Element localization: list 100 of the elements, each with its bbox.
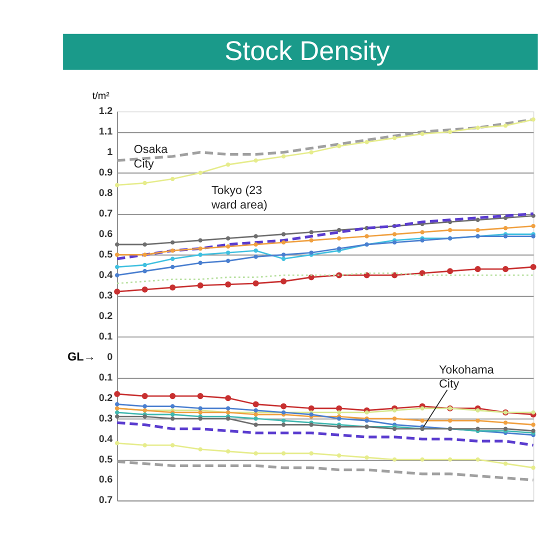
point bbox=[476, 418, 480, 423]
point bbox=[142, 242, 147, 247]
point bbox=[392, 136, 397, 140]
point bbox=[476, 228, 480, 232]
point bbox=[114, 410, 120, 415]
point bbox=[170, 404, 175, 408]
point bbox=[114, 264, 120, 270]
point bbox=[225, 395, 232, 402]
point bbox=[114, 252, 120, 257]
point bbox=[254, 408, 258, 412]
y-tick-label: 1 bbox=[107, 147, 114, 158]
point bbox=[114, 182, 120, 188]
point bbox=[281, 451, 286, 456]
point bbox=[392, 457, 397, 462]
point bbox=[503, 124, 508, 128]
point bbox=[308, 405, 314, 412]
point bbox=[114, 390, 120, 398]
point bbox=[170, 240, 175, 245]
point bbox=[170, 176, 175, 182]
point bbox=[392, 240, 397, 245]
point bbox=[142, 286, 148, 293]
point bbox=[502, 266, 509, 272]
point bbox=[142, 262, 147, 268]
y-tick-label: 0.3 bbox=[98, 413, 114, 424]
point bbox=[309, 230, 314, 234]
point bbox=[447, 268, 454, 274]
point bbox=[336, 453, 342, 458]
point bbox=[281, 240, 286, 245]
point bbox=[226, 236, 230, 240]
point bbox=[336, 405, 342, 412]
y-tick-label: 0.3 bbox=[98, 290, 114, 302]
point bbox=[198, 238, 202, 242]
point bbox=[197, 393, 204, 400]
point bbox=[503, 226, 508, 230]
point bbox=[142, 180, 147, 186]
point bbox=[254, 234, 258, 238]
point bbox=[364, 418, 369, 423]
y-tick-label: 0.5 bbox=[98, 454, 114, 466]
point bbox=[281, 154, 286, 159]
point bbox=[114, 402, 120, 406]
point bbox=[226, 258, 230, 263]
point bbox=[254, 422, 258, 427]
point bbox=[254, 416, 258, 421]
point bbox=[281, 422, 286, 427]
line-series bbox=[116, 421, 535, 447]
point bbox=[448, 418, 452, 423]
y-axis-title: t/m² bbox=[92, 91, 110, 102]
point bbox=[198, 410, 202, 415]
point bbox=[503, 462, 508, 466]
point bbox=[170, 416, 175, 421]
point bbox=[198, 447, 202, 452]
point bbox=[114, 273, 120, 278]
chart-title: Stock Density bbox=[224, 36, 390, 66]
point bbox=[254, 451, 258, 456]
point bbox=[254, 248, 258, 253]
y-tick-label: 0.1 bbox=[98, 331, 114, 342]
y-tick-label: 0 bbox=[107, 352, 114, 363]
point bbox=[364, 234, 369, 238]
point bbox=[254, 158, 258, 163]
y-tick-label: 0.2 bbox=[98, 310, 114, 322]
point bbox=[309, 238, 314, 242]
y-tick-label: 1.2 bbox=[98, 106, 114, 118]
point bbox=[170, 284, 176, 291]
point bbox=[531, 428, 536, 433]
point bbox=[530, 264, 536, 270]
point bbox=[226, 162, 230, 167]
point bbox=[476, 408, 480, 412]
text: GL→ bbox=[68, 350, 96, 364]
point bbox=[420, 457, 424, 462]
point bbox=[170, 248, 175, 253]
point bbox=[142, 252, 147, 257]
point bbox=[531, 224, 536, 228]
point bbox=[336, 246, 342, 251]
point bbox=[364, 140, 369, 144]
point bbox=[142, 269, 147, 274]
point bbox=[476, 126, 480, 130]
line-series bbox=[116, 212, 535, 260]
point bbox=[281, 418, 286, 423]
point bbox=[364, 455, 369, 460]
point bbox=[226, 244, 230, 249]
y-tick-label: 0.2 bbox=[98, 392, 114, 404]
point bbox=[364, 410, 369, 415]
point bbox=[225, 281, 232, 288]
y-tick-label: 0.5 bbox=[98, 249, 114, 260]
point bbox=[142, 443, 147, 448]
point bbox=[531, 466, 536, 470]
text: Yokohama City bbox=[438, 363, 494, 391]
point bbox=[309, 451, 314, 456]
point bbox=[252, 401, 259, 408]
point bbox=[226, 449, 230, 454]
point bbox=[281, 232, 286, 236]
point bbox=[114, 441, 120, 446]
point bbox=[476, 218, 480, 222]
point bbox=[420, 406, 424, 410]
point bbox=[476, 457, 480, 462]
point bbox=[448, 228, 452, 232]
y-tick-label: 0.9 bbox=[98, 168, 114, 179]
point bbox=[309, 150, 314, 154]
y-tick-label: 0.6 bbox=[98, 228, 114, 240]
y-tick-label: 0.1 bbox=[98, 372, 114, 384]
